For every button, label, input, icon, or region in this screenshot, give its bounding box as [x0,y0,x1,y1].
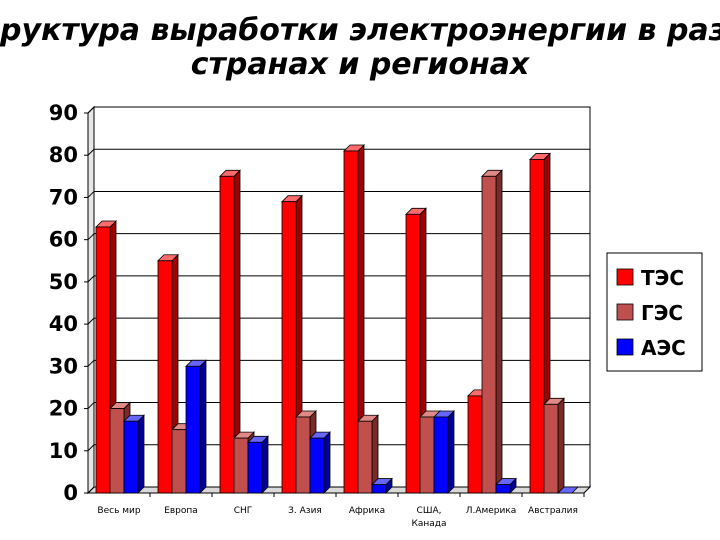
bar-side [199,359,207,494]
legend-label: ТЭС [641,266,684,290]
bar-side [495,169,503,494]
bar-top [557,486,579,494]
legend-swatch [616,268,634,286]
bar-side [557,397,565,494]
chart-side-wall [87,105,95,495]
bar-side [137,414,145,494]
x-tick-label: З. Азия [288,506,322,516]
x-tick-label: США, [417,506,442,516]
bar-АЭС [495,484,511,494]
chart-title: руктура выработки электроэнергии в разны… [0,14,720,82]
chart-title-line1: руктура выработки электроэнергии в разны… [0,14,720,48]
bar-ГЭС [109,408,125,494]
gridline-diagonal [87,106,95,114]
bar-ТЭС [467,395,483,494]
gridline-diagonal [87,486,95,494]
bar-ГЭС [357,420,373,494]
bar-side [323,431,331,494]
x-tick-label: Австралия [528,506,578,516]
bar-ТЭС [343,150,359,494]
legend-label: АЭС [641,336,686,360]
bar-АЭС [433,416,449,494]
y-tick-label: 20 [49,397,78,421]
bar-ГЭС [233,437,249,494]
y-tick-label: 50 [49,270,78,294]
legend-label: ГЭС [641,301,683,325]
bar-АЭС [371,484,387,494]
y-tick-label: 10 [49,439,78,463]
x-tick-label: Весь мир [97,506,140,516]
legend-swatch [616,338,634,356]
y-tick-label: 90 [49,101,78,125]
bar-side [447,410,455,494]
gridline-diagonal [87,402,95,409]
gridline-diagonal [87,359,95,367]
bar-ГЭС [295,416,311,494]
bar-side [261,435,269,494]
bar-АЭС [123,420,139,494]
bar-ГЭС [171,429,187,494]
y-tick-label: 40 [49,312,78,336]
bar-ТЭС [529,159,545,494]
bar-ГЭС [543,403,559,494]
gridline-diagonal [87,191,95,198]
bar-АЭС [185,365,201,494]
bar-ГЭС [481,175,497,494]
x-tick-label: Европа [164,506,198,516]
bar-АЭС [309,437,325,494]
bar-ТЭС [405,213,421,494]
gridline-diagonal [87,317,95,325]
x-tick-label: Африка [349,506,385,516]
chart-title-line2: странах и регионах [190,47,530,82]
gridline-diagonal [87,233,95,241]
x-tick-label: СНГ [234,506,253,516]
bar-ТЭС [157,260,173,494]
gridline-diagonal [87,148,95,156]
y-tick-label: 70 [49,185,78,209]
bar-АЭС [247,441,263,494]
gridline-diagonal [87,444,95,452]
y-tick-label: 0 [63,481,78,505]
y-tick-label: 30 [49,354,78,378]
x-tick-label: Л.Америка [466,506,517,516]
x-tick-label: Канада [411,519,446,529]
bar-ТЭС [95,226,111,494]
bar-ТЭС [219,175,235,494]
bar-ТЭС [281,201,297,494]
bar-ГЭС [419,416,435,494]
y-tick-label: 80 [49,143,78,167]
legend-swatch [616,303,634,321]
y-tick-label: 60 [49,228,78,252]
gridline-diagonal [87,275,95,283]
